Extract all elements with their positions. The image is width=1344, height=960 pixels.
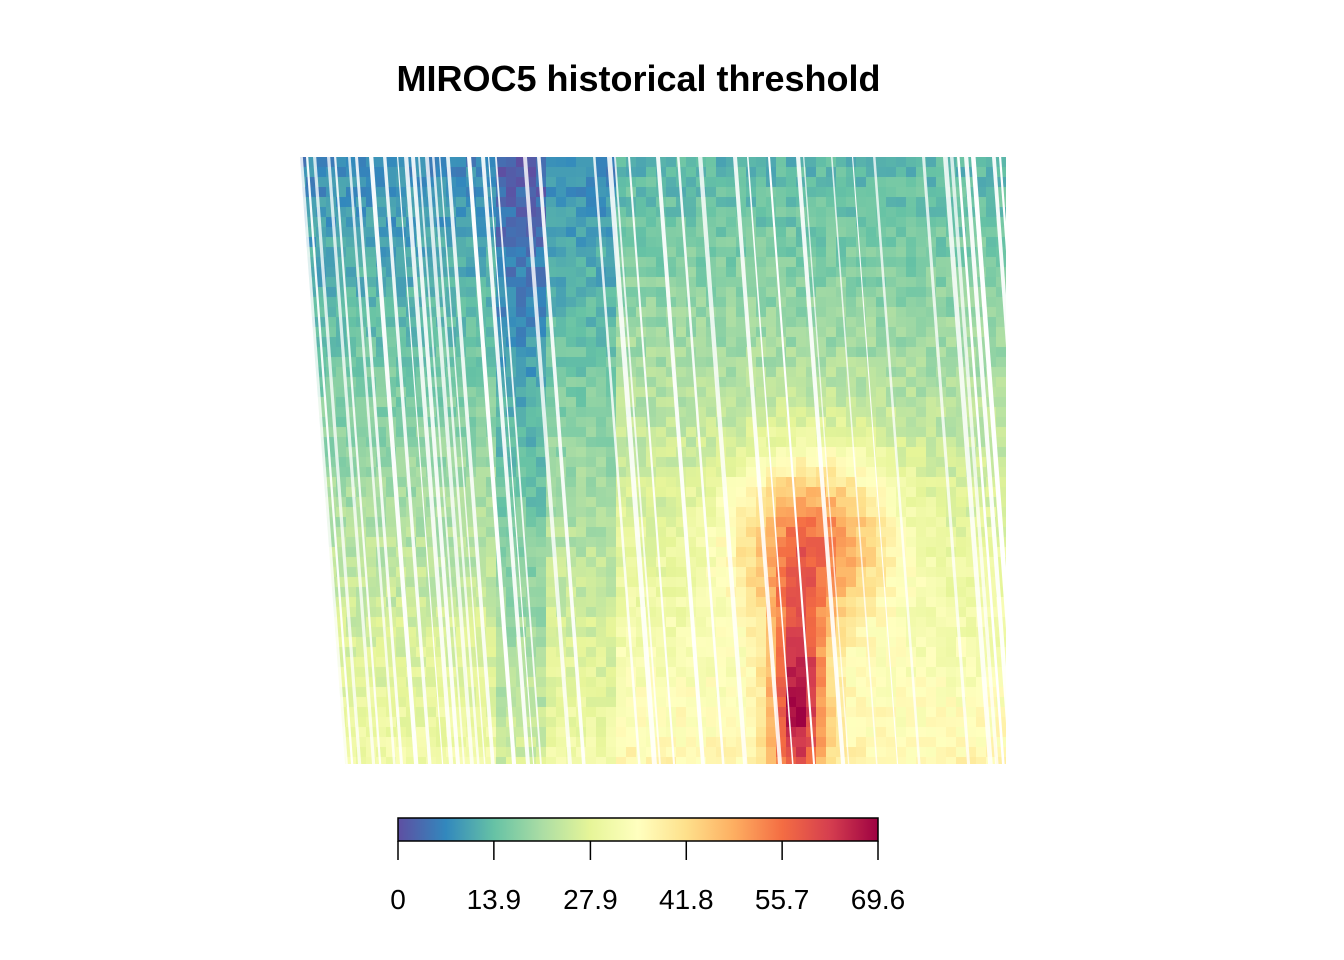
colorbar-ticks: 0 13.9 27.9 41.8 55.7 69.6 bbox=[390, 841, 905, 915]
colorbar-tick-label: 41.8 bbox=[659, 884, 714, 915]
colorbar-tick-label: 27.9 bbox=[563, 884, 618, 915]
colorbar-fill bbox=[397, 817, 879, 842]
raster-gaps bbox=[296, 157, 1006, 764]
colorbar-tick-label: 0 bbox=[390, 884, 406, 915]
colorbar-tick-label: 55.7 bbox=[755, 884, 810, 915]
colorbar-tick-label: 13.9 bbox=[467, 884, 522, 915]
chart-title: MIROC5 historical threshold bbox=[396, 58, 881, 99]
colorbar-tick-label: 69.6 bbox=[851, 884, 906, 915]
